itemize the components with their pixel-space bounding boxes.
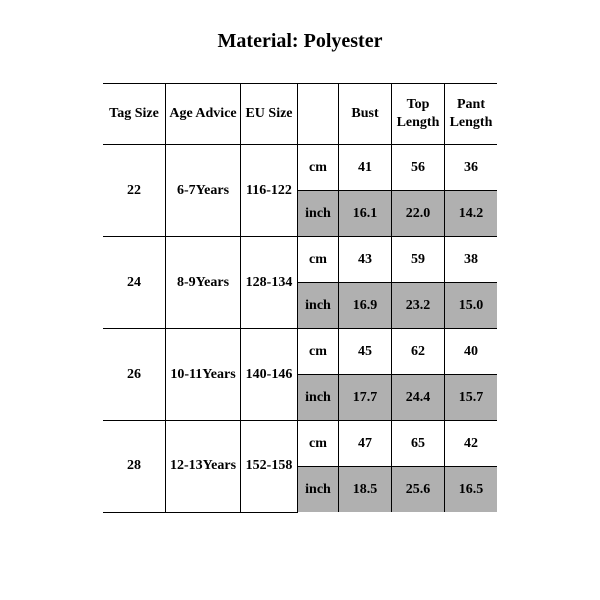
cell-top-length: 62 [392,329,445,375]
col-top-length: Top Length [392,84,445,145]
cell-pant-length: 38 [445,237,498,283]
cell-bust: 16.1 [339,191,392,237]
cell-top-length: 22.0 [392,191,445,237]
cell-top-length: 24.4 [392,375,445,421]
cell-top-length: 59 [392,237,445,283]
size-table: Tag Size Age Advice EU Size Bust Top Len… [103,83,497,513]
cell-pant-length: 36 [445,145,498,191]
cell-eu-size: 128-134 [241,237,298,329]
cell-pant-length: 42 [445,421,498,467]
col-eu-size: EU Size [241,84,298,145]
cell-age-advice: 10-11Years [166,329,241,421]
cell-top-length: 25.6 [392,467,445,513]
cell-pant-length: 14.2 [445,191,498,237]
cell-age-advice: 8-9Years [166,237,241,329]
header-row: Tag Size Age Advice EU Size Bust Top Len… [103,84,497,145]
cell-bust: 17.7 [339,375,392,421]
col-tag-size: Tag Size [103,84,166,145]
cell-bust: 41 [339,145,392,191]
cell-unit-inch: inch [298,283,339,329]
cell-pant-length: 40 [445,329,498,375]
page: Material: Polyester Tag Size Age Advice … [0,0,600,600]
cell-eu-size: 140-146 [241,329,298,421]
cell-eu-size: 116-122 [241,145,298,237]
col-bust: Bust [339,84,392,145]
cell-tag-size: 22 [103,145,166,237]
cell-tag-size: 24 [103,237,166,329]
cell-unit-cm: cm [298,237,339,283]
cell-bust: 47 [339,421,392,467]
cell-unit-inch: inch [298,467,339,513]
cell-bust: 43 [339,237,392,283]
cell-age-advice: 6-7Years [166,145,241,237]
cell-unit-inch: inch [298,191,339,237]
cell-top-length: 23.2 [392,283,445,329]
cell-bust: 45 [339,329,392,375]
cell-tag-size: 28 [103,421,166,513]
cell-unit-cm: cm [298,421,339,467]
cell-age-advice: 12-13Years [166,421,241,513]
cell-unit-cm: cm [298,145,339,191]
table-row: 22 6-7Years 116-122 cm 41 56 36 [103,145,497,191]
cell-pant-length: 15.7 [445,375,498,421]
col-age-advice: Age Advice [166,84,241,145]
cell-tag-size: 26 [103,329,166,421]
table-body: 22 6-7Years 116-122 cm 41 56 36 inch 16.… [103,145,497,513]
table-row: 28 12-13Years 152-158 cm 47 65 42 [103,421,497,467]
cell-bust: 18.5 [339,467,392,513]
material-title: Material: Polyester [0,30,600,53]
table-row: 26 10-11Years 140-146 cm 45 62 40 [103,329,497,375]
table-row: 24 8-9Years 128-134 cm 43 59 38 [103,237,497,283]
cell-top-length: 56 [392,145,445,191]
cell-pant-length: 15.0 [445,283,498,329]
cell-top-length: 65 [392,421,445,467]
cell-pant-length: 16.5 [445,467,498,513]
cell-eu-size: 152-158 [241,421,298,513]
col-pant-length: Pant Length [445,84,498,145]
col-unit [298,84,339,145]
cell-bust: 16.9 [339,283,392,329]
cell-unit-inch: inch [298,375,339,421]
cell-unit-cm: cm [298,329,339,375]
